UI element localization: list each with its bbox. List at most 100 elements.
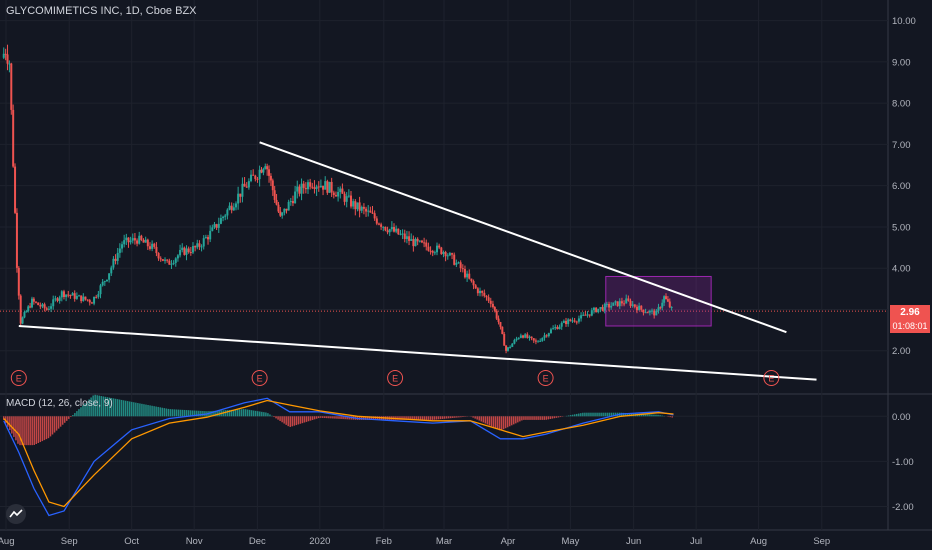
earnings-marker-label: E: [392, 374, 398, 384]
candle-body: [343, 193, 346, 202]
candle-body: [511, 343, 514, 347]
candle-body: [243, 183, 246, 187]
candle-body: [646, 312, 649, 314]
price-tick-label: 10.00: [892, 16, 916, 27]
candle-body: [168, 260, 171, 265]
candle-body: [549, 329, 552, 334]
candle-body: [524, 334, 527, 338]
candle-body: [2, 53, 5, 58]
candle-body: [23, 312, 26, 318]
candle-body: [635, 306, 638, 311]
macd-indicator-label[interactable]: MACD (12, 26, close, 9): [6, 398, 113, 409]
candle-body: [638, 305, 641, 311]
candle-body: [275, 199, 278, 205]
candle-body: [194, 246, 197, 248]
candle-body: [541, 337, 544, 341]
candle-body: [140, 235, 143, 240]
candle-body: [433, 252, 436, 254]
candle-body: [655, 310, 658, 316]
candle-body: [414, 238, 417, 247]
candle-body: [121, 244, 124, 249]
candle-body: [247, 181, 250, 188]
candle-body: [17, 267, 20, 296]
candle-body: [425, 242, 428, 247]
time-tick-label: Feb: [376, 536, 392, 547]
candle-body: [588, 314, 591, 316]
candle-body: [78, 295, 81, 297]
candle-body: [60, 291, 63, 298]
candle-body: [80, 295, 83, 302]
candle-body: [69, 295, 72, 297]
candle-body: [491, 303, 494, 307]
candle-body: [313, 187, 316, 189]
time-tick-label: 2020: [309, 536, 330, 547]
candle-body: [659, 307, 662, 309]
earnings-marker-icon[interactable]: [251, 370, 268, 386]
candle-body: [365, 208, 368, 212]
candle-body: [408, 236, 411, 241]
candle-body: [395, 228, 398, 232]
macd-tick-label: -1.00: [892, 457, 914, 468]
macd-tick-label: 0.00: [892, 412, 911, 423]
candle-body: [65, 294, 68, 298]
candle-body: [252, 174, 255, 176]
candle-body: [93, 296, 96, 304]
candle-body: [213, 224, 216, 228]
candle-body: [317, 186, 320, 188]
candle-body: [114, 258, 117, 261]
candle-body: [436, 245, 439, 253]
candle-body: [172, 262, 175, 264]
candle-body: [522, 335, 525, 338]
candle-body: [88, 300, 91, 303]
candle-body: [12, 109, 15, 167]
candle-body: [266, 166, 269, 170]
candle-body: [356, 202, 359, 210]
candle-body: [239, 193, 242, 197]
candle-body: [30, 298, 33, 308]
tradingview-logo-icon[interactable]: [6, 504, 26, 524]
candle-body: [56, 298, 59, 301]
candle-body: [73, 293, 76, 299]
candle-body: [228, 205, 231, 210]
candle-body: [298, 186, 301, 194]
candle-body: [281, 212, 284, 216]
candle-body: [241, 183, 244, 197]
candle-body: [151, 243, 154, 249]
candle-body: [472, 281, 475, 286]
candle-body: [560, 322, 563, 327]
candle-body: [534, 340, 537, 342]
candle-body: [62, 291, 65, 298]
candle-body: [309, 182, 312, 187]
candle-body: [84, 296, 87, 300]
candle-body: [176, 255, 179, 259]
candle-body: [610, 305, 613, 308]
candle-body: [352, 201, 355, 207]
candle-body: [657, 307, 660, 311]
candle-body: [157, 253, 160, 259]
candle-body: [599, 307, 602, 309]
earnings-marker-icon[interactable]: [537, 370, 554, 386]
earnings-marker-icon[interactable]: [387, 370, 404, 386]
candle-body: [427, 246, 430, 251]
candle-body: [50, 306, 53, 309]
candle-body: [461, 268, 464, 270]
candle-body: [103, 281, 106, 283]
candle-body: [90, 302, 93, 304]
candle-body: [459, 262, 462, 269]
candle-body: [515, 338, 518, 341]
candle-body: [582, 314, 585, 316]
earnings-marker-icon[interactable]: [10, 370, 27, 386]
candle-body: [493, 306, 496, 311]
earnings-marker-icon[interactable]: [763, 370, 780, 386]
candle-body: [144, 239, 147, 243]
candle-body: [304, 187, 307, 190]
time-tick-label: Jun: [626, 536, 641, 547]
candle-body: [14, 166, 17, 213]
candle-body: [420, 240, 423, 243]
candle-body: [567, 319, 570, 325]
support-trendline: [18, 324, 817, 381]
candle-body: [19, 295, 22, 324]
candle-body: [285, 208, 288, 211]
